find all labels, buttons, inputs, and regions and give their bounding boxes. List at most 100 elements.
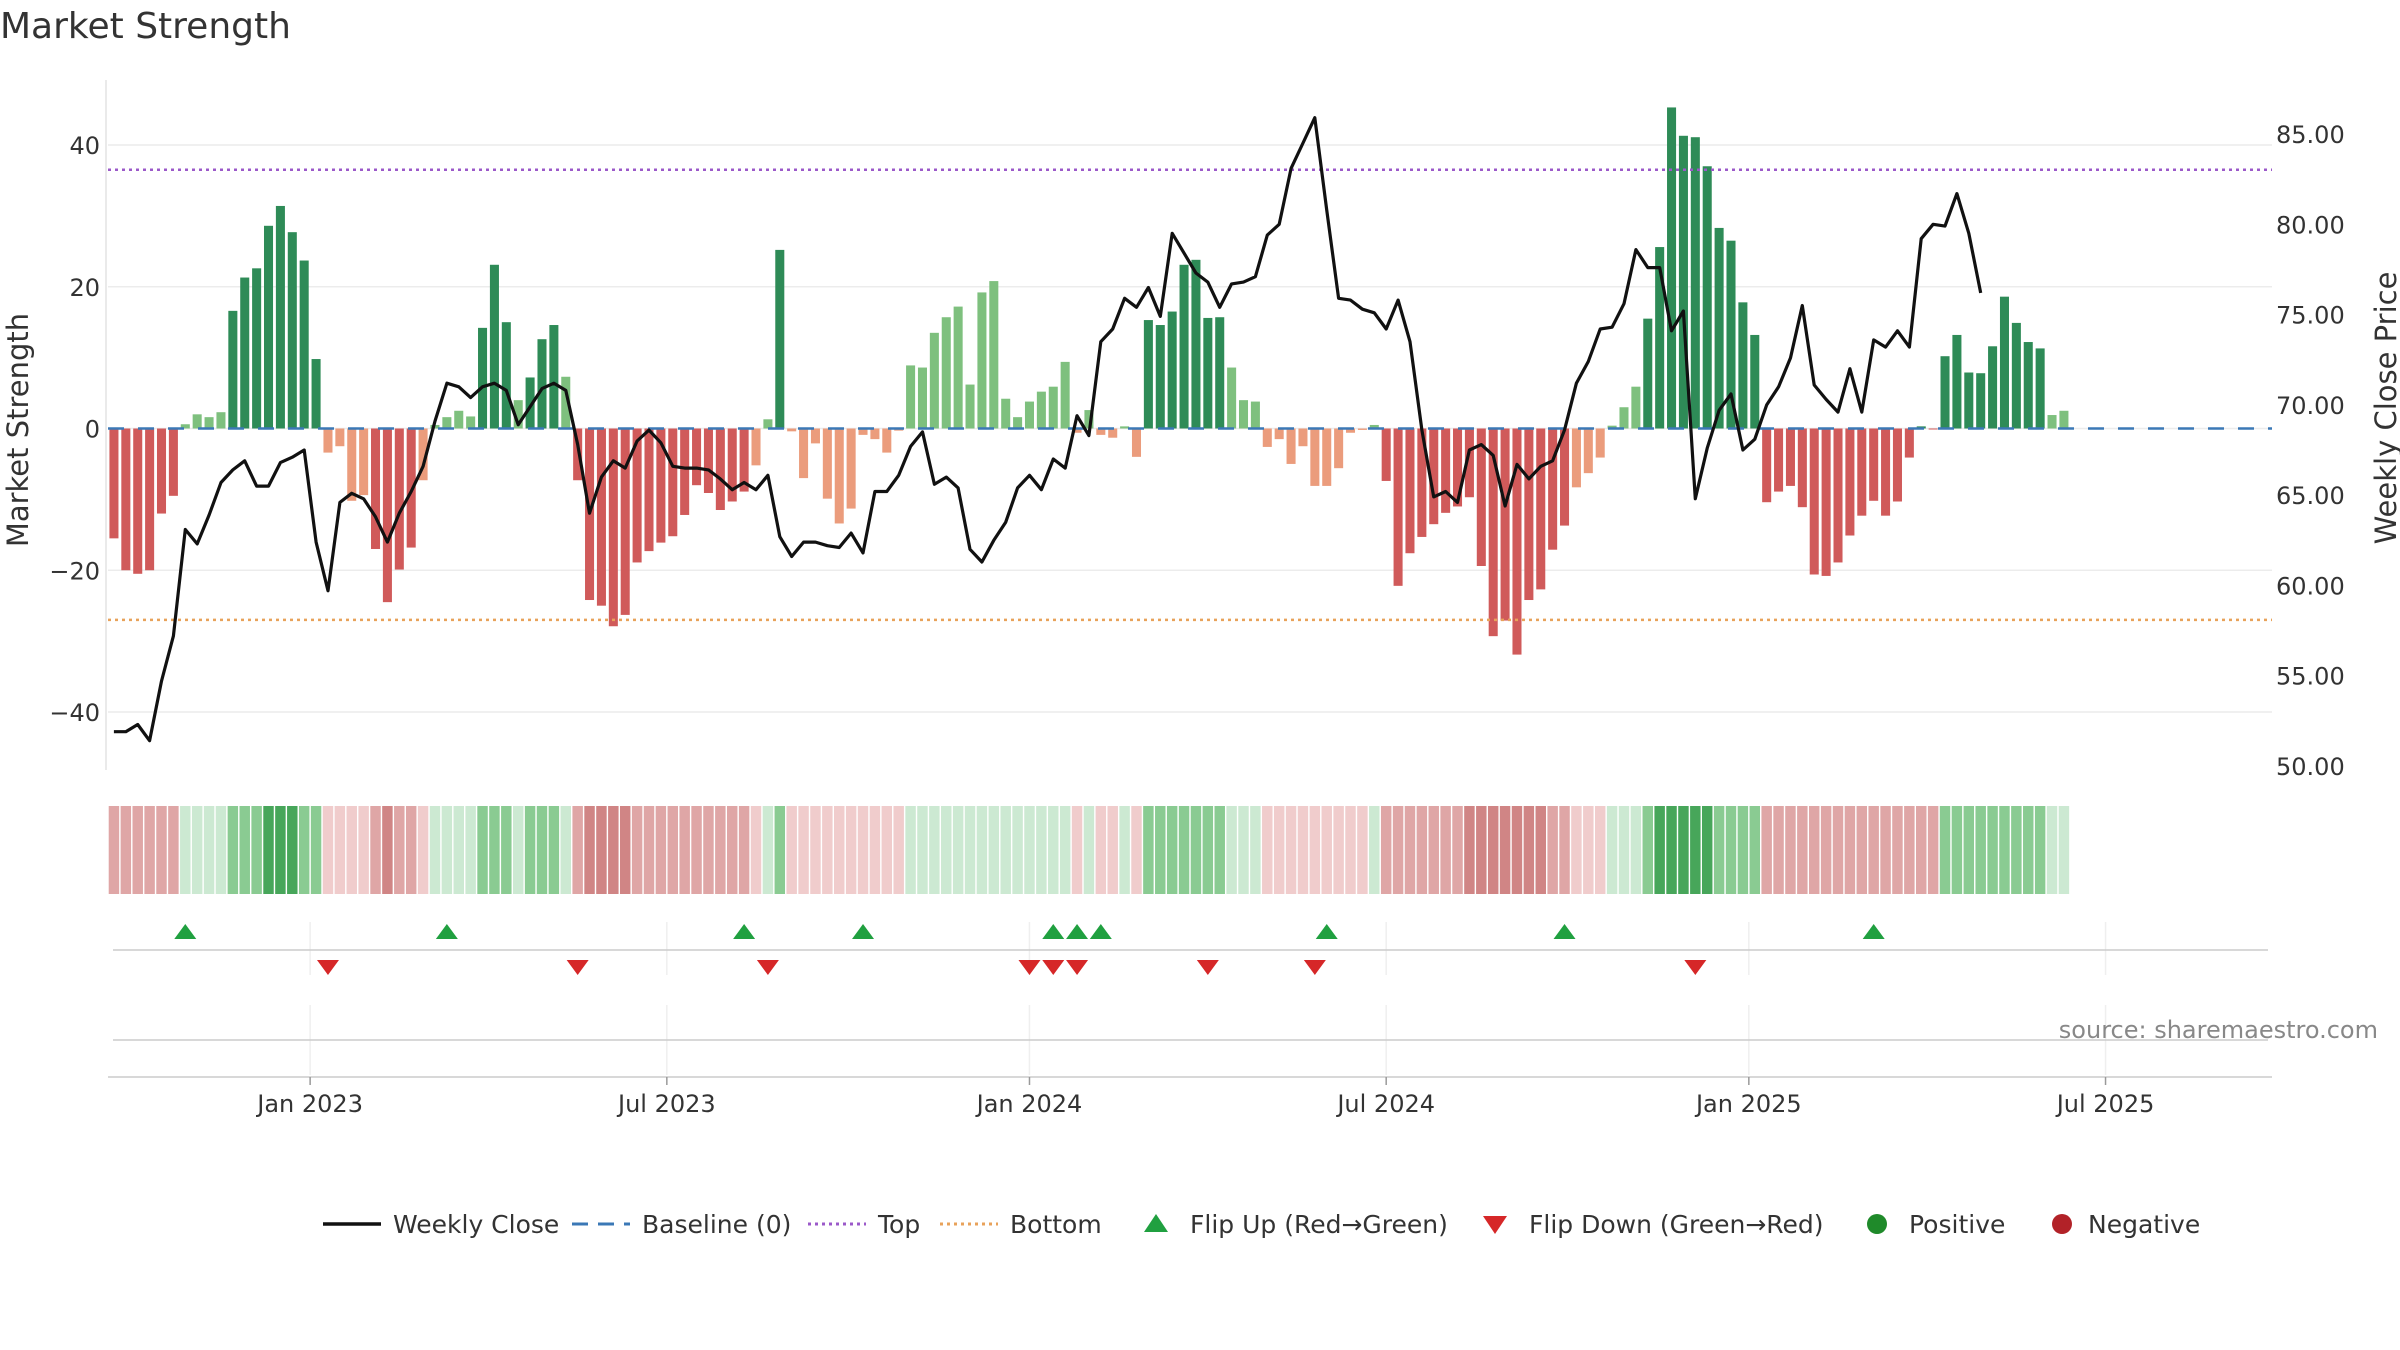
legend-swatch-triangle-down xyxy=(1483,1216,1507,1234)
y-right-tick-label: 55.00 xyxy=(2276,663,2345,691)
flip-up-marker xyxy=(1315,924,1338,939)
strength-bar-positive xyxy=(1988,346,1998,429)
strength-bar-negative xyxy=(1108,428,1118,438)
strength-bar-negative xyxy=(1334,428,1344,469)
strength-bar-negative xyxy=(692,428,702,486)
flip-up-marker xyxy=(1862,924,1885,939)
strength-bar-negative xyxy=(1488,428,1498,637)
strength-bar-positive xyxy=(1191,259,1201,429)
flip-down-marker xyxy=(756,960,779,975)
strength-bar-negative xyxy=(1524,428,1534,601)
legend-label: Top xyxy=(877,1210,920,1239)
x-tick-label: Jan 2025 xyxy=(1694,1090,1802,1118)
strength-bar-negative xyxy=(1762,428,1772,503)
heat-cell xyxy=(1285,806,1297,894)
strength-bar-negative xyxy=(1096,428,1106,435)
legend-item: Weekly Close xyxy=(323,1210,559,1239)
flip-markers xyxy=(113,924,2268,1041)
strength-bar-negative xyxy=(810,428,820,444)
strength-bar-positive xyxy=(1024,401,1035,429)
heat-cell xyxy=(394,806,405,894)
strength-bar-negative xyxy=(1310,428,1320,486)
strength-bar-positive xyxy=(2023,342,2033,429)
strength-bar-positive xyxy=(941,317,951,429)
heat-cell xyxy=(1844,806,1856,894)
heat-cell xyxy=(453,806,464,894)
legend-item: Flip Down (Green→Red) xyxy=(1483,1210,1824,1239)
heat-cell xyxy=(1273,806,1285,894)
heat-cell xyxy=(1594,806,1606,894)
heat-cell xyxy=(881,806,893,894)
strength-bar-negative xyxy=(1131,428,1142,457)
strength-bar-negative xyxy=(1417,428,1427,537)
strength-bar-positive xyxy=(989,281,999,429)
strength-bar-positive xyxy=(763,419,773,429)
heat-cell xyxy=(322,806,334,894)
strength-bar-positive xyxy=(965,384,975,429)
heat-cell xyxy=(310,806,322,894)
flip-down-marker xyxy=(1018,960,1041,975)
strength-bar-negative xyxy=(1262,428,1272,447)
heat-cell xyxy=(1119,806,1130,894)
heat-cell xyxy=(1404,806,1416,894)
flip-up-marker xyxy=(1089,924,1112,939)
x-tick-label: Jul 2025 xyxy=(2055,1090,2155,1118)
strength-bar-negative xyxy=(1857,428,1867,516)
strength-bar-negative xyxy=(1393,428,1403,586)
strength-bar-positive xyxy=(1227,367,1237,429)
strength-bar-negative xyxy=(1774,428,1784,492)
heat-cell xyxy=(584,806,595,894)
y-right-tick-label: 60.00 xyxy=(2276,572,2345,600)
heat-cell xyxy=(1737,806,1749,894)
weekly-close-line xyxy=(113,116,1983,743)
strength-bar-positive xyxy=(1215,317,1225,429)
strength-bar-negative xyxy=(156,428,167,514)
strength-bar-negative xyxy=(858,428,868,435)
strength-bar-negative xyxy=(656,428,666,543)
strength-bar-negative xyxy=(596,428,606,606)
flip-up-marker xyxy=(435,924,458,939)
strength-bar-negative xyxy=(1809,428,1819,575)
strength-bar-positive xyxy=(240,277,250,429)
strength-bar-negative xyxy=(1785,428,1795,486)
heat-cell xyxy=(1939,806,1951,894)
heat-cell xyxy=(1904,806,1915,894)
x-tick-label: Jan 2023 xyxy=(255,1090,363,1118)
heat-cell xyxy=(524,806,536,894)
heat-cell xyxy=(1321,806,1332,894)
heat-cell xyxy=(429,806,441,894)
heat-cell xyxy=(1642,806,1654,894)
heat-cell xyxy=(1357,806,1368,894)
strength-bar-positive xyxy=(275,205,285,429)
heat-cell xyxy=(1190,806,1202,894)
strength-bar-negative xyxy=(1869,428,1879,501)
heat-cell xyxy=(144,806,155,894)
y-right-tick-label: 70.00 xyxy=(2276,392,2345,420)
strength-bar-positive xyxy=(287,232,297,429)
legend-label: Weekly Close xyxy=(393,1210,559,1239)
flip-up-marker xyxy=(852,924,875,939)
heat-cell xyxy=(1797,806,1808,894)
legend-swatch-circle xyxy=(2052,1214,2072,1234)
heat-cell xyxy=(1535,806,1546,894)
flip-up-marker xyxy=(1042,924,1065,939)
strength-bar-negative xyxy=(1453,428,1463,507)
heat-cell xyxy=(596,806,607,894)
strength-bar-negative xyxy=(1345,428,1356,433)
heat-cell xyxy=(382,806,393,894)
strength-bar-positive xyxy=(216,412,226,429)
strength-bar-negative xyxy=(1833,428,1843,563)
heat-cell xyxy=(1024,806,1035,894)
legend-item: Baseline (0) xyxy=(572,1210,791,1239)
strength-bar-positive xyxy=(1726,240,1736,429)
strength-bar-negative xyxy=(1583,428,1593,474)
strength-bar-negative xyxy=(644,428,654,552)
heat-cell xyxy=(762,806,774,894)
y-left-tick-label: −40 xyxy=(49,699,100,727)
heat-cell xyxy=(1487,806,1499,894)
strength-bar-positive xyxy=(561,376,571,429)
heat-cell xyxy=(251,806,262,894)
strength-bar-positive xyxy=(1143,320,1153,429)
heat-cell xyxy=(1761,806,1772,894)
